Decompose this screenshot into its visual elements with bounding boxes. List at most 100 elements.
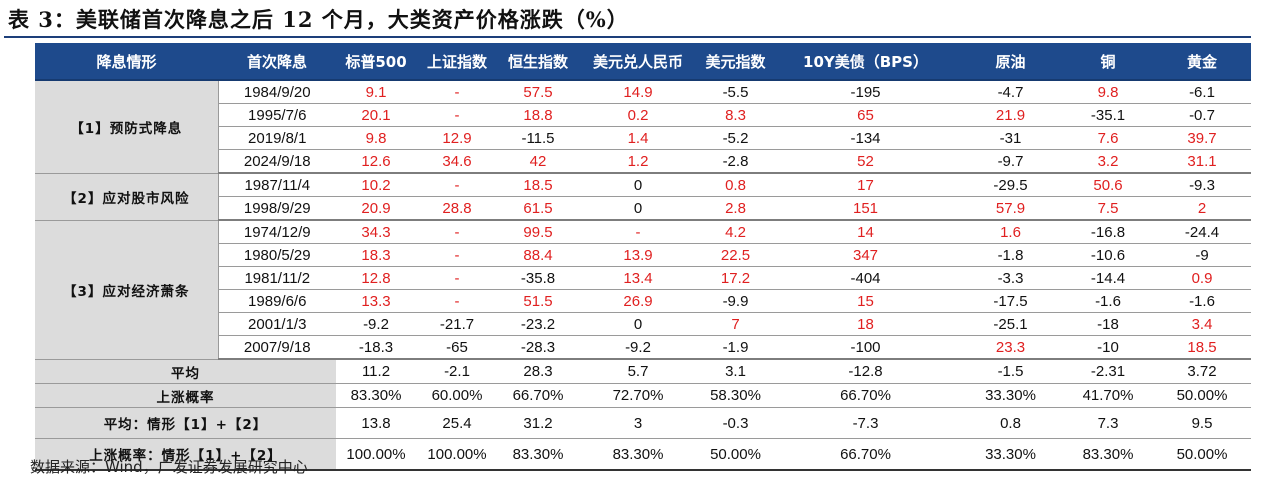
value-cell: -23.2 xyxy=(498,312,578,336)
value-cell: 20.1 xyxy=(336,103,416,127)
header-cell: 上证指数 xyxy=(416,43,498,81)
scenario-label: 【2】应对股市风险 xyxy=(35,173,219,221)
value-cell: 0.9 xyxy=(1153,266,1251,290)
summary-value-cell: 58.30% xyxy=(698,383,773,408)
value-cell: - xyxy=(578,220,698,244)
value-cell: 0 xyxy=(578,196,698,221)
asset-performance-table: 降息情形 首次降息 标普500 上证指数 恒生指数 美元兑人民币 美元指数 10Y美债（BPS… xyxy=(35,43,1251,471)
value-cell: 3.2 xyxy=(1063,149,1153,174)
value-cell: -9.9 xyxy=(698,289,773,313)
scenario-label: 【1】预防式降息 xyxy=(35,80,219,174)
summary-value-cell: 0.8 xyxy=(958,407,1063,439)
value-cell: -9.2 xyxy=(336,312,416,336)
value-cell: -4.7 xyxy=(958,80,1063,104)
table-row: 【2】应对股市风险 1987/11/4 10.2-18.5 0 0.8 17 -29.5 50… xyxy=(35,173,1251,221)
value-cell: 8.3 xyxy=(698,103,773,127)
summary-value-cell: 3 xyxy=(578,407,698,439)
value-cell: 1.2 xyxy=(578,149,698,174)
value-cell: -1.9 xyxy=(698,335,773,360)
value-cell: -5.2 xyxy=(698,126,773,150)
value-cell: 21.9 xyxy=(958,103,1063,127)
table-row: 【3】应对经济萧条 1974/12/9 34.3-99.5-4.2 14 1.6 -16.… xyxy=(35,220,1251,360)
value-cell: 7 xyxy=(698,312,773,336)
summary-value-cell: 50.00% xyxy=(1153,383,1251,408)
value-cell: 20.9 xyxy=(336,196,416,221)
value-cell: 51.5 xyxy=(498,289,578,313)
value-cell: 34.6 xyxy=(416,149,498,174)
title-rule xyxy=(4,36,1251,38)
value-cell: -24.4 xyxy=(1153,220,1251,244)
value-cell: 151 xyxy=(773,196,958,221)
cut-date-cell: 1989/6/6 xyxy=(218,289,336,313)
table-row: 2001/1/3 -9.2 -21.7 -23.2 0 7 18 -25.1 -18 3.4 xyxy=(35,312,1251,336)
summary-row: 上涨概率：情形【1】+【2】 100.00% 100.00% 83.30% 83.30%… xyxy=(35,438,1251,471)
value-cell: 14.9 xyxy=(578,80,698,104)
value-cell: -1.8 xyxy=(958,243,1063,267)
summary-value-cell: 11.2 xyxy=(336,359,416,384)
value-cell: -1.6 xyxy=(1063,289,1153,313)
value-cell: 65 xyxy=(773,103,958,127)
header-cell: 10Y美债（BPS） xyxy=(773,43,958,81)
summary-value-cell: 25.4 xyxy=(416,407,498,439)
summary-label: 上涨概率：情形【1】+【2】 xyxy=(35,438,336,471)
cut-date-cell: 1998/9/29 xyxy=(218,196,336,221)
value-cell: 22.5 xyxy=(698,243,773,267)
summary-value-cell: 72.70% xyxy=(578,383,698,408)
value-cell: 18.5 xyxy=(1153,335,1251,360)
value-cell: 18 xyxy=(773,312,958,336)
value-cell: -134 xyxy=(773,126,958,150)
value-cell: -5.5 xyxy=(698,80,773,104)
summary-value-cell: 83.30% xyxy=(1063,438,1153,471)
value-cell: 34.3 xyxy=(336,220,416,244)
cut-date-cell: 1980/5/29 xyxy=(218,243,336,267)
value-cell: 57.5 xyxy=(498,80,578,104)
summary-value-cell: 31.2 xyxy=(498,407,578,439)
table-row: 1995/7/6 20.1-18.8 0.2 8.3 65 21.9 -35.1 -0.7 xyxy=(35,103,1251,127)
summary-value-cell: -12.8 xyxy=(773,359,958,384)
table-row: 2007/9/18 -18.3 -65 -28.3 -9.2 -1.9 -100 23.3 -1… xyxy=(35,335,1251,360)
scenario-label: 【3】应对经济萧条 xyxy=(35,220,219,360)
cut-date-cell: 1981/11/2 xyxy=(218,266,336,290)
summary-row: 上涨概率 83.30% 60.00% 66.70% 72.70% 58.30% 66.70%… xyxy=(35,383,1251,408)
header-cell: 首次降息 xyxy=(218,43,336,81)
summary-label: 上涨概率 xyxy=(35,383,336,408)
table-row: 1981/11/2 12.8- -35.8 13.4 17.2 -404 -3.3 -14.4… xyxy=(35,266,1251,290)
cut-date-cell: 1995/7/6 xyxy=(218,103,336,127)
summary-value-cell: 100.00% xyxy=(336,438,416,471)
value-cell: -9 xyxy=(1153,243,1251,267)
value-cell: 26.9 xyxy=(578,289,698,313)
value-cell: 17.2 xyxy=(698,266,773,290)
value-cell: -35.1 xyxy=(1063,103,1153,127)
summary-value-cell: 3.72 xyxy=(1153,359,1251,384)
summary-value-cell: 60.00% xyxy=(416,383,498,408)
value-cell: 13.9 xyxy=(578,243,698,267)
header-cell: 降息情形 xyxy=(35,43,218,81)
header-cell: 黄金 xyxy=(1153,43,1251,81)
cut-date-cell: 1984/9/20 xyxy=(218,80,336,104)
table-row: 2019/8/1 9.8 12.9 -11.5 1.4 -5.2 -134 -31 7.6 39.… xyxy=(35,126,1251,150)
value-cell: -9.2 xyxy=(578,335,698,360)
value-cell: -16.8 xyxy=(1063,220,1153,244)
value-cell: 17 xyxy=(773,173,958,197)
value-cell: 42 xyxy=(498,149,578,174)
cut-date-cell: 2024/9/18 xyxy=(218,149,336,174)
value-cell: 7.5 xyxy=(1063,196,1153,221)
cut-date-cell: 2019/8/1 xyxy=(218,126,336,150)
value-cell: -2.8 xyxy=(698,149,773,174)
value-cell: -10 xyxy=(1063,335,1153,360)
value-cell: 50.6 xyxy=(1063,173,1153,197)
value-cell: 39.7 xyxy=(1153,126,1251,150)
summary-row: 平均 11.2 -2.1 28.3 5.7 3.1 -12.8 -1.5 -2.31 3.72 xyxy=(35,359,1251,384)
value-cell: 347 xyxy=(773,243,958,267)
header-cell: 美元兑人民币 xyxy=(578,43,698,81)
value-cell: -6.1 xyxy=(1153,80,1251,104)
value-cell: 18.8 xyxy=(498,103,578,127)
value-cell: 4.2 xyxy=(698,220,773,244)
value-cell: - xyxy=(416,103,498,127)
value-cell: 99.5 xyxy=(498,220,578,244)
value-cell: -25.1 xyxy=(958,312,1063,336)
value-cell: 2 xyxy=(1153,196,1251,221)
summary-value-cell: 33.30% xyxy=(958,383,1063,408)
table-row: 【1】预防式降息 1984/9/20 9.1-57.5 14.9 -5.5 -195 -4.… xyxy=(35,80,1251,174)
summary-value-cell: 100.00% xyxy=(416,438,498,471)
